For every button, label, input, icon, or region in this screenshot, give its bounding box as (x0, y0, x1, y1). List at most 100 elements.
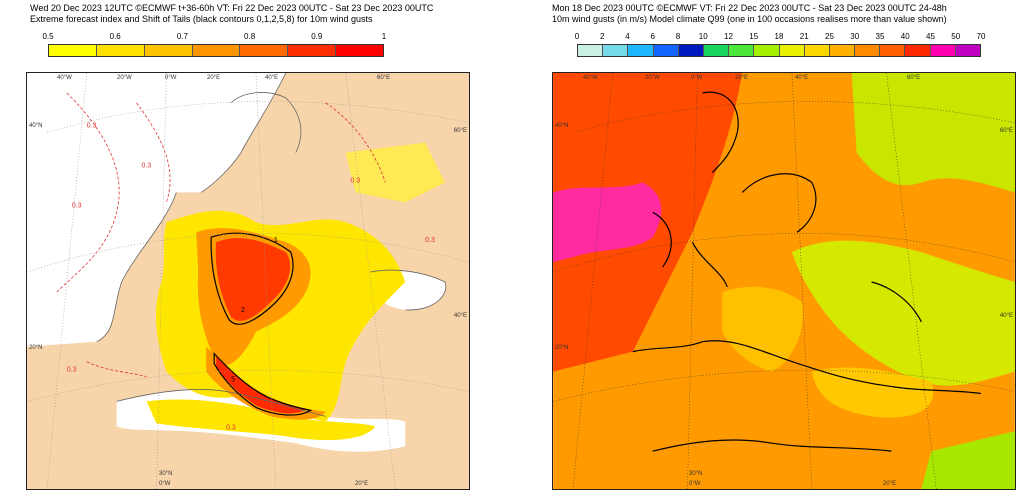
colorbar-swatch (779, 45, 805, 56)
climate-tick: 12 (724, 32, 733, 41)
efi-tick: 0.9 (311, 32, 323, 41)
colorbar-swatch (144, 45, 193, 56)
climate-tick: 10 (698, 32, 708, 41)
climate-coastlines (632, 91, 982, 452)
colorbar-swatch (653, 45, 679, 56)
efi-colorbar-ticks: 0.5 0.6 0.7 0.8 0.9 1 (42, 32, 386, 42)
climate-tick: 8 (675, 32, 681, 41)
efi-tick: 0.7 (176, 32, 188, 41)
contour-labels: 0.3 0.3 0.3 0.3 0.3 0.3 0.3 1 2 5 (67, 123, 435, 432)
climate-yellow-patch (722, 286, 803, 372)
grid-label-top: 40°E (795, 75, 809, 81)
atlantic-ocean (27, 73, 217, 347)
climate-green-south (921, 431, 1015, 489)
colorbar-swatch (955, 45, 980, 56)
colorbar-swatch (96, 45, 145, 56)
climate-panel: Mon 18 Dec 2023 00UTC ©ECMWF VT: Fri 22 … (512, 0, 1024, 501)
grid-label-top: 60°E (377, 75, 391, 81)
climate-title-line1: Mon 18 Dec 2023 00UTC ©ECMWF VT: Fri 22 … (552, 3, 947, 13)
grid-label-right: 60°E (453, 128, 467, 134)
climate-tick: 30 (850, 32, 860, 41)
climate-tick: 45 (926, 32, 935, 41)
colorbar-swatch (192, 45, 241, 56)
grid-label-top: 20°E (735, 75, 749, 81)
climate-tick: 35 (875, 32, 885, 41)
coastlines (96, 73, 447, 417)
grid-label-top: 20°W (645, 75, 660, 81)
grid-label-top: 40°W (57, 75, 72, 81)
climate-tick: 0 (574, 32, 580, 41)
colorbar-swatch (729, 45, 755, 56)
efi-red-area (215, 238, 291, 321)
grid-label-bottom: 0°W (689, 481, 701, 487)
climate-tick: 70 (976, 32, 986, 41)
contour-label: 0.3 (142, 163, 152, 170)
efi-title-line1: Wed 20 Dec 2023 12UTC ©ECMWF t+36-60h VT… (30, 3, 434, 13)
climate-tick: 21 (799, 32, 809, 41)
climate-title-line2: 10m wind gusts (in m/s) Model climate Q9… (552, 14, 947, 24)
colorbar-swatch (829, 45, 856, 56)
climate-tick: 6 (650, 32, 655, 41)
colorbar-swatch (49, 45, 97, 56)
colorbar-swatch (703, 45, 730, 56)
contour-label: 0.3 (72, 202, 82, 209)
grid-label-bottom: 20°E (883, 481, 897, 487)
colorbar-swatch (603, 45, 629, 56)
climate-colorbar (577, 44, 981, 57)
colorbar-swatch (678, 45, 704, 56)
climate-graticule (553, 73, 1015, 489)
climate-tick: 40 (900, 32, 910, 41)
efi-map: 0.3 0.3 0.3 0.3 0.3 0.3 0.3 1 2 5 40°W 2… (26, 72, 470, 490)
north-sea (176, 73, 286, 193)
climate-tick: 2 (600, 32, 605, 41)
efi-colorbar (48, 44, 384, 57)
climate-yellow-med (811, 367, 934, 418)
efi-tick: 0.6 (109, 32, 121, 41)
efi-yellow-med (146, 399, 376, 441)
climate-tick: 4 (625, 32, 630, 41)
colorbar-swatch (628, 45, 654, 56)
grid-label-top: 60°E (907, 75, 921, 81)
grid-label-bottom: 30°N (159, 471, 173, 477)
sot-contours (210, 232, 313, 416)
grid-label-top: 0°W (691, 75, 703, 81)
contour-label: 5 (231, 377, 235, 384)
contour-label: 0.3 (67, 367, 77, 374)
grid-label-right: 40°E (453, 313, 467, 319)
grid-label-top: 40°E (265, 75, 279, 81)
climate-map: 40°W 20°W 0°W 20°E 40°E 60°E 40°N 20°N 6… (552, 72, 1016, 490)
contour-label: 0.3 (425, 237, 435, 244)
colorbar-swatch (288, 45, 337, 56)
grid-label-top: 20°E (207, 75, 221, 81)
colorbar-swatch (754, 45, 780, 56)
contour-label: 0.3 (226, 424, 236, 431)
climate-tick: 25 (825, 32, 834, 41)
climate-yellow-central (791, 240, 1015, 386)
grid-label-right: 40°E (999, 313, 1013, 319)
grid-label-top: 0°W (165, 75, 177, 81)
efi-tick: 0.8 (244, 32, 256, 41)
efi-tick: 0.5 (42, 32, 54, 41)
grid-label-left: 20°N (555, 345, 569, 351)
efi-dashed-contours (56, 92, 386, 377)
contour-label: 0.3 (87, 123, 97, 130)
efi-panel: Wed 20 Dec 2023 12UTC ©ECMWF t+36-60h VT… (26, 3, 470, 490)
colorbar-swatch (855, 45, 881, 56)
grid-label-bottom: 30°N (689, 471, 703, 477)
climate-magenta (553, 182, 662, 263)
grid-label-bottom: 20°E (355, 481, 369, 487)
climate-tick: 18 (774, 32, 784, 41)
colorbar-swatch (578, 45, 604, 56)
efi-map-svg: 0.3 0.3 0.3 0.3 0.3 0.3 0.3 1 2 5 (27, 73, 469, 489)
colorbar-swatch (930, 45, 956, 56)
grid-label-top: 20°W (117, 75, 132, 81)
colorbar-swatch (880, 45, 906, 56)
grid-label-left: 40°N (29, 123, 43, 129)
grid-label-right: 60°E (999, 128, 1013, 134)
efi-title-line2: Extreme forecast index and Shift of Tail… (30, 14, 373, 24)
grid-label-left: 40°N (555, 123, 569, 129)
colorbar-swatch (804, 45, 830, 56)
graticule (27, 73, 469, 489)
contour-label: 1 (274, 237, 278, 244)
grid-label-top: 40°W (583, 75, 598, 81)
